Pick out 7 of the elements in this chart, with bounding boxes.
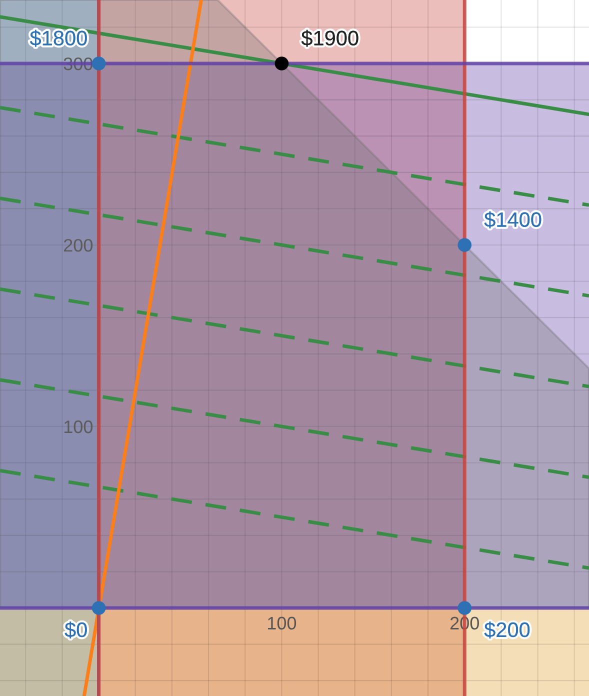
annotation: $0 xyxy=(64,622,87,638)
y-tick-label: 200 xyxy=(64,238,93,252)
annotation: $200 xyxy=(484,622,530,638)
annotation: $1900 xyxy=(301,30,358,47)
annotation: $1400 xyxy=(484,211,542,228)
y-tick-label: 100 xyxy=(64,420,93,434)
annotation: $1800 xyxy=(30,30,87,47)
